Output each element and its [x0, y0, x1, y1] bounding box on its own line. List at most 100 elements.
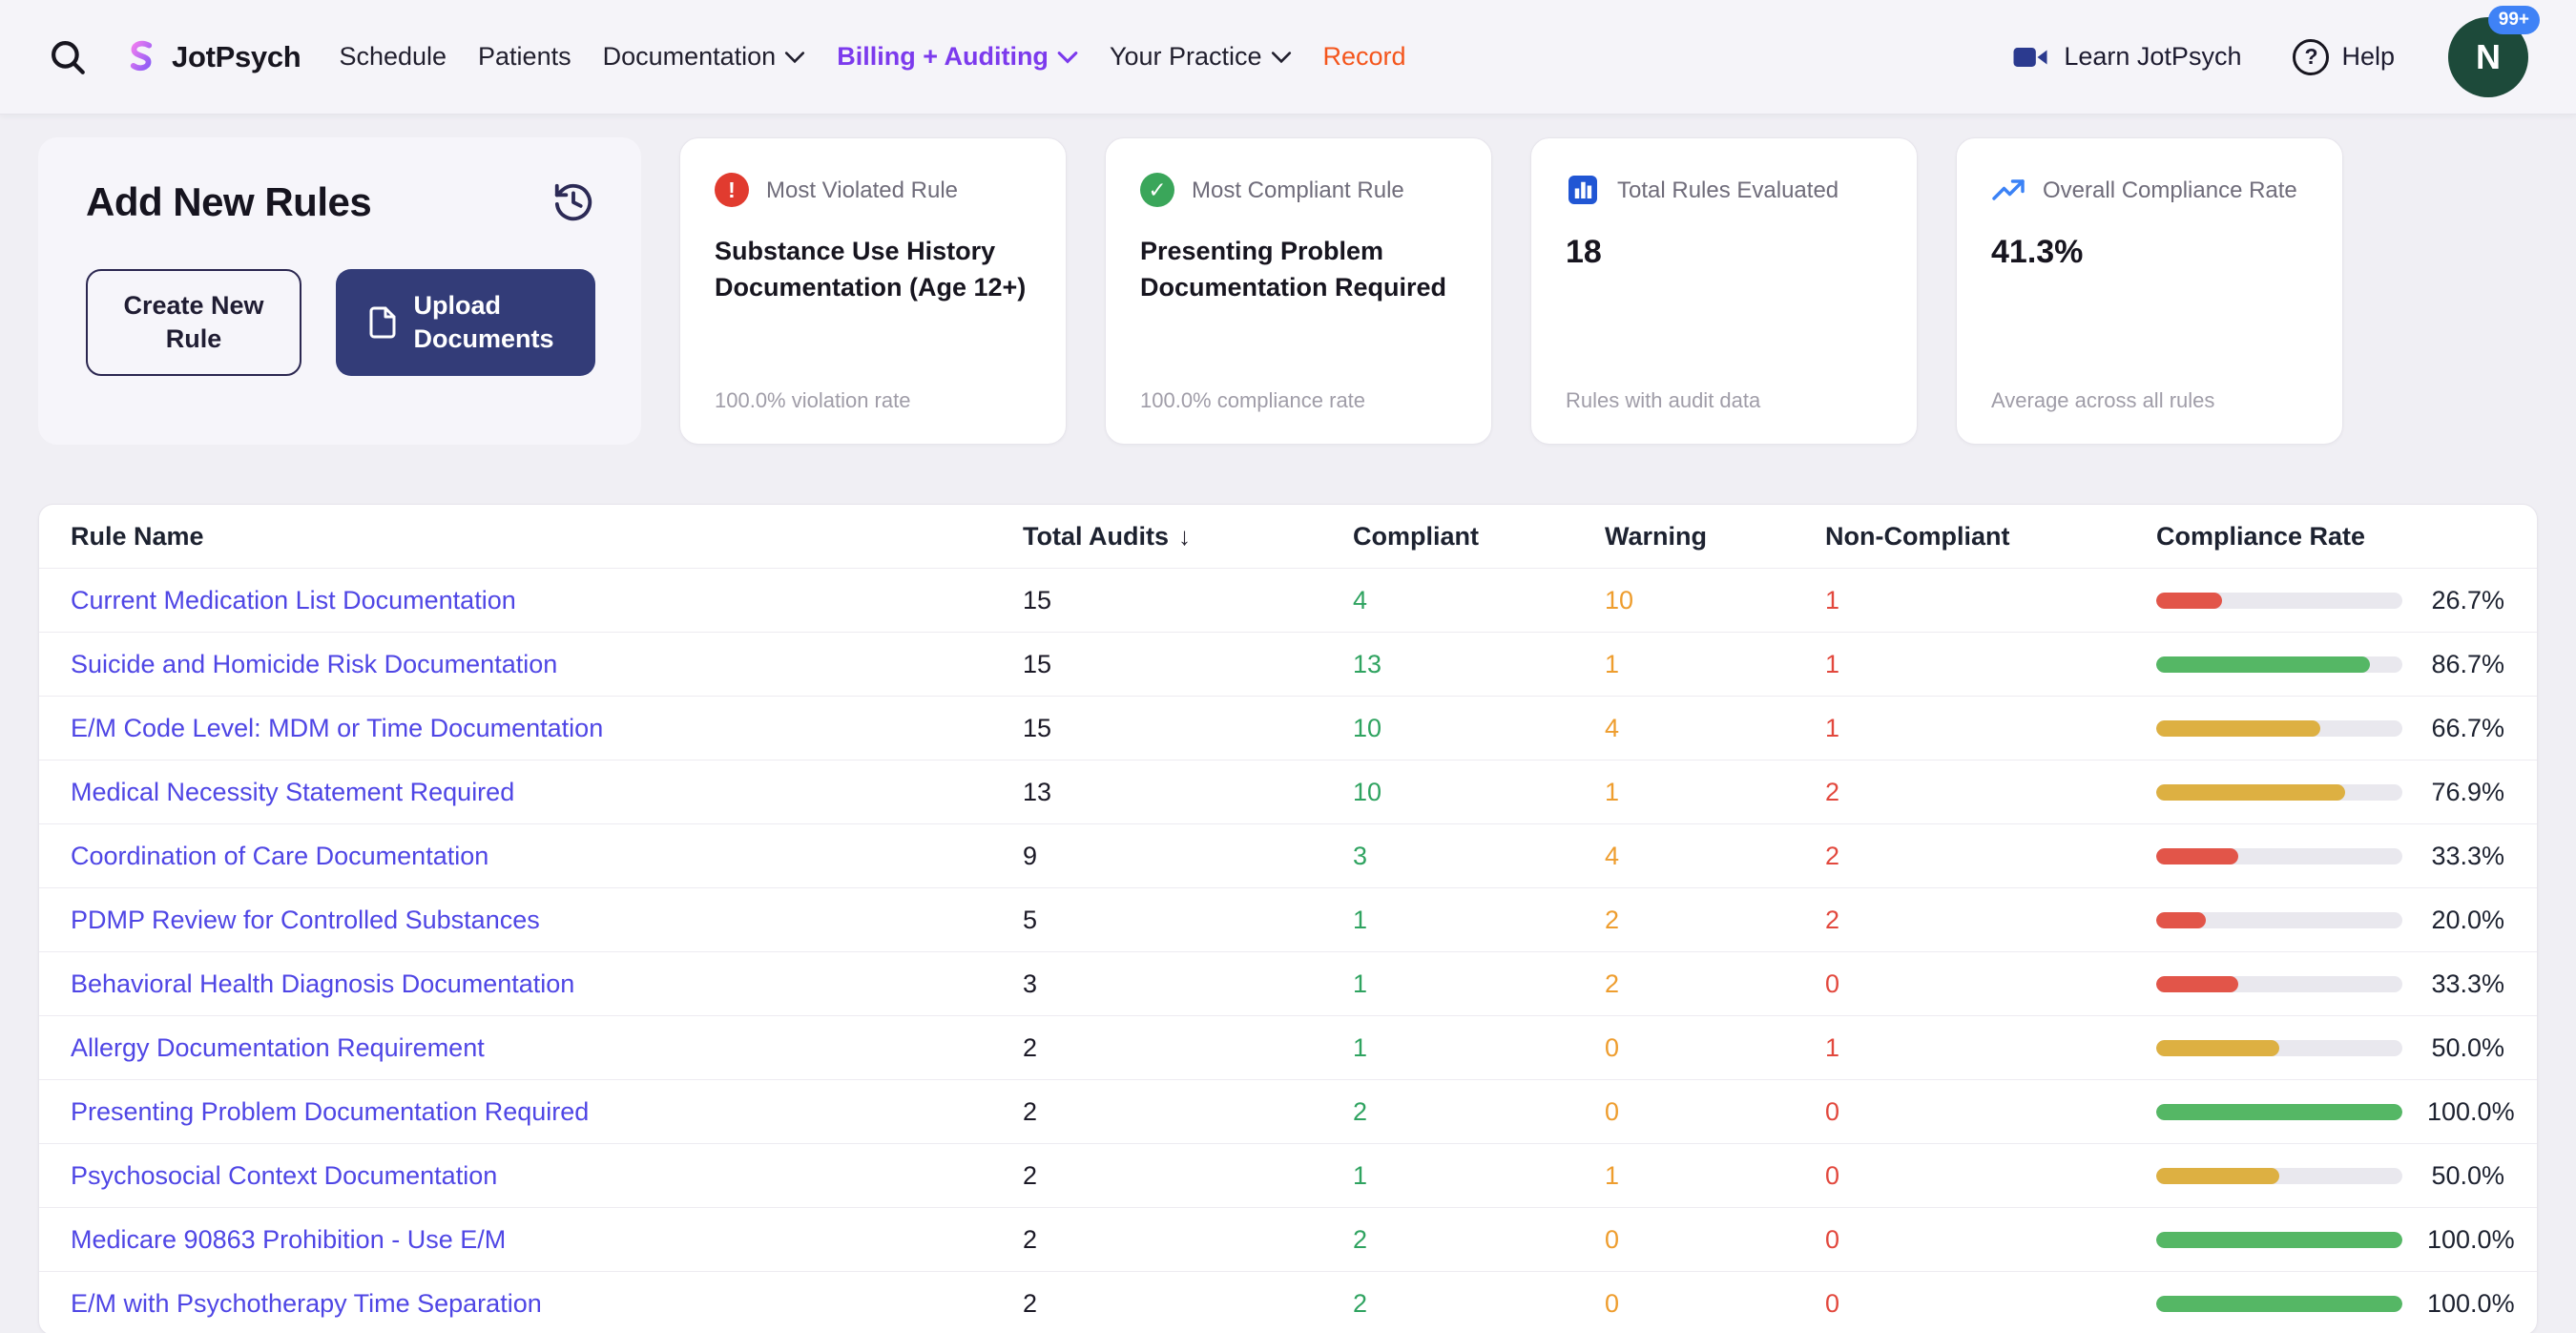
warning-value: 10	[1605, 586, 1825, 615]
compliant-value: 4	[1353, 586, 1605, 615]
compliant-value: 1	[1353, 969, 1605, 999]
table-row: Allergy Documentation Requirement 2 1 0 …	[39, 1015, 2537, 1079]
jotpsych-logo[interactable]: JotPsych	[120, 36, 301, 78]
compliance-bar-fill	[2156, 848, 2238, 864]
col-total-audits[interactable]: Total Audits ↓	[1023, 522, 1353, 552]
user-menu[interactable]: N 99+	[2448, 17, 2528, 97]
video-camera-icon	[2011, 38, 2049, 76]
rule-name-link[interactable]: E/M Code Level: MDM or Time Documentatio…	[71, 714, 603, 742]
rule-name-link[interactable]: Psychosocial Context Documentation	[71, 1161, 497, 1190]
help-button[interactable]: ? Help	[2293, 39, 2395, 75]
stat-card-title: Overall Compliance Rate	[2043, 173, 2297, 206]
col-compliant: Compliant	[1353, 522, 1605, 552]
sort-desc-icon[interactable]: ↓	[1178, 522, 1191, 552]
rule-name-link[interactable]: Behavioral Health Diagnosis Documentatio…	[71, 969, 574, 998]
compliant-value: 1	[1353, 1161, 1605, 1191]
noncompliant-value: 0	[1825, 1225, 2156, 1255]
total-audits-value: 2	[1023, 1097, 1353, 1127]
compliance-rate-value: 100.0%	[2427, 1225, 2515, 1255]
history-icon[interactable]	[551, 180, 595, 224]
total-audits-value: 15	[1023, 586, 1353, 615]
warning-value: 1	[1605, 778, 1825, 807]
chevron-down-icon	[784, 51, 805, 64]
jotpsych-logo-icon	[120, 36, 162, 78]
most-compliant-rule-card: ✓ Most Compliant Rule Presenting Problem…	[1105, 137, 1492, 445]
noncompliant-value: 2	[1825, 778, 2156, 807]
table-row: Medical Necessity Statement Required 13 …	[39, 760, 2537, 823]
compliance-bar	[2156, 593, 2402, 609]
stat-card-footer: 100.0% compliance rate	[1140, 388, 1457, 413]
nav-documentation[interactable]: Documentation	[603, 42, 806, 72]
compliance-bar	[2156, 848, 2402, 864]
rule-name-link[interactable]: Coordination of Care Documentation	[71, 842, 488, 870]
nav-billing-auditing[interactable]: Billing + Auditing	[837, 42, 1078, 72]
compliance-bar-fill	[2156, 1040, 2279, 1056]
rule-name-link[interactable]: Allergy Documentation Requirement	[71, 1033, 485, 1062]
warning-value: 2	[1605, 906, 1825, 935]
nav-patients[interactable]: Patients	[478, 42, 571, 72]
total-audits-value: 2	[1023, 1033, 1353, 1063]
compliance-rate-value: 50.0%	[2427, 1161, 2504, 1191]
rule-name-link[interactable]: Medicare 90863 Prohibition - Use E/M	[71, 1225, 506, 1254]
nav-your-practice[interactable]: Your Practice	[1110, 42, 1292, 72]
stat-card-value: Substance Use History Documentation (Age…	[715, 234, 1031, 306]
warning-value: 2	[1605, 969, 1825, 999]
learn-jotpsych-button[interactable]: Learn JotPsych	[2011, 38, 2241, 76]
top-nav: JotPsych Schedule Patients Documentation…	[0, 0, 2576, 115]
table-row: Suicide and Homicide Risk Documentation …	[39, 632, 2537, 696]
create-new-rule-button[interactable]: Create New Rule	[86, 269, 301, 376]
col-non-compliant: Non-Compliant	[1825, 522, 2156, 552]
rules-table: Rule Name Total Audits ↓ Compliant Warni…	[38, 504, 2538, 1333]
rule-name-link[interactable]: Presenting Problem Documentation Require…	[71, 1097, 589, 1126]
nav-schedule[interactable]: Schedule	[339, 42, 447, 72]
search-icon	[48, 37, 88, 77]
noncompliant-value: 1	[1825, 1033, 2156, 1063]
total-audits-value: 2	[1023, 1289, 1353, 1319]
stat-card-value: 41.3%	[1991, 230, 2308, 276]
table-row: Coordination of Care Documentation 9 3 4…	[39, 823, 2537, 887]
table-row: E/M Code Level: MDM or Time Documentatio…	[39, 696, 2537, 760]
rule-name-link[interactable]: Current Medication List Documentation	[71, 586, 516, 614]
compliant-value: 2	[1353, 1097, 1605, 1127]
compliant-value: 10	[1353, 714, 1605, 743]
total-audits-value: 15	[1023, 714, 1353, 743]
compliance-bar	[2156, 656, 2402, 673]
noncompliant-value: 0	[1825, 969, 2156, 999]
warning-value: 4	[1605, 842, 1825, 871]
upload-documents-button[interactable]: Upload Documents	[336, 269, 595, 376]
compliant-value: 13	[1353, 650, 1605, 679]
compliant-value: 2	[1353, 1289, 1605, 1319]
compliant-value: 1	[1353, 906, 1605, 935]
warning-value: 1	[1605, 1161, 1825, 1191]
compliance-rate-value: 33.3%	[2427, 842, 2504, 871]
col-compliance-rate: Compliance Rate	[2156, 522, 2504, 552]
compliance-bar-fill	[2156, 1104, 2402, 1120]
compliance-rate-value: 50.0%	[2427, 1033, 2504, 1063]
primary-nav: Schedule Patients Documentation Billing …	[339, 42, 1405, 72]
compliant-value: 2	[1353, 1225, 1605, 1255]
compliant-value: 10	[1353, 778, 1605, 807]
rule-name-link[interactable]: Medical Necessity Statement Required	[71, 778, 514, 806]
total-audits-value: 5	[1023, 906, 1353, 935]
compliance-rate-value: 76.9%	[2427, 778, 2504, 807]
nav-right: Learn JotPsych ? Help N 99+	[2011, 17, 2528, 97]
compliance-bar-fill	[2156, 1232, 2402, 1248]
rule-name-link[interactable]: Suicide and Homicide Risk Documentation	[71, 650, 557, 678]
summary-cards-row: Add New Rules Create New Rule	[0, 137, 2576, 445]
notification-badge: 99+	[2488, 6, 2540, 34]
rule-name-link[interactable]: E/M with Psychotherapy Time Separation	[71, 1289, 542, 1318]
noncompliant-value: 0	[1825, 1289, 2156, 1319]
search-button[interactable]	[48, 37, 88, 77]
compliance-bar	[2156, 1104, 2402, 1120]
bar-chart-icon	[1566, 173, 1600, 207]
compliance-rate-value: 33.3%	[2427, 969, 2504, 999]
compliance-bar-fill	[2156, 720, 2320, 737]
nav-record[interactable]: Record	[1323, 42, 1406, 72]
total-rules-evaluated-card: Total Rules Evaluated 18 Rules with audi…	[1530, 137, 1918, 445]
compliance-bar	[2156, 1168, 2402, 1184]
compliance-bar-fill	[2156, 784, 2345, 801]
warning-value: 4	[1605, 714, 1825, 743]
noncompliant-value: 1	[1825, 714, 2156, 743]
rule-name-link[interactable]: PDMP Review for Controlled Substances	[71, 906, 540, 934]
compliance-bar	[2156, 720, 2402, 737]
